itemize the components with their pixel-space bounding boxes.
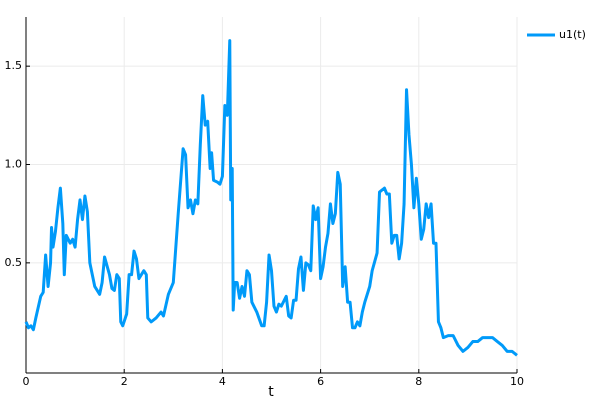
y-tick-label: 0.5 <box>5 256 23 269</box>
legend-box <box>522 23 594 45</box>
x-tick-label: 2 <box>121 375 128 388</box>
x-axis-label: t <box>268 384 274 400</box>
legend-label: u1(t) <box>559 28 586 41</box>
x-tick-label: 8 <box>415 375 422 388</box>
x-tick-label: 10 <box>510 375 524 388</box>
y-tick-label: 1.0 <box>5 158 23 171</box>
x-tick-label: 0 <box>23 375 30 388</box>
x-tick-label: 4 <box>219 375 226 388</box>
y-tick-label: 1.5 <box>5 59 23 72</box>
line-series <box>24 39 518 357</box>
x-tick-label: 6 <box>317 375 324 388</box>
